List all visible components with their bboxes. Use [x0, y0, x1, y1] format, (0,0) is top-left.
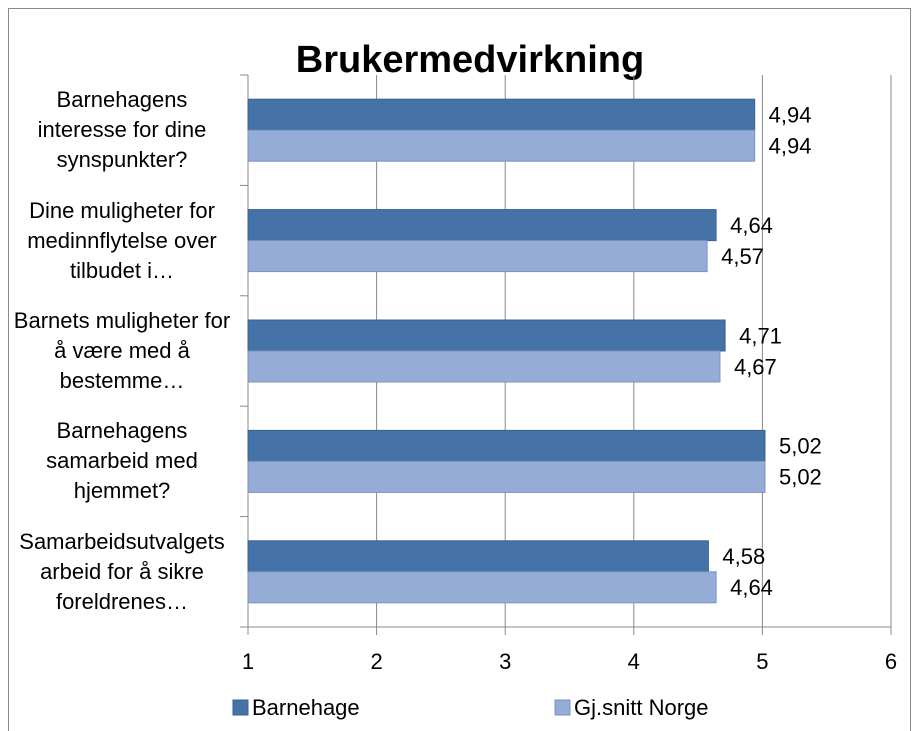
category-label: Dine muligheter for medinnflytelse over … [27, 197, 217, 283]
x-tick-label: 1 [242, 649, 254, 674]
chart-title: Brukermedvirkning [296, 39, 644, 81]
value-label: 4,94 [769, 103, 812, 128]
x-tick-label: 3 [499, 649, 511, 674]
legend-swatch [232, 699, 249, 716]
value-label: 4,94 [769, 134, 812, 159]
category-label: Barnehagens samarbeid med hjemmet? [46, 418, 198, 504]
category-label: Barnehagens interesse for dine synspunkt… [37, 87, 207, 173]
bar [247, 540, 709, 573]
bar [247, 240, 708, 273]
value-label: 4,67 [734, 354, 777, 379]
legend-label: Barnehage [252, 695, 360, 720]
bar [247, 350, 721, 383]
bar [247, 460, 766, 493]
legend-label: Gj.snitt Norge [574, 695, 709, 720]
x-tick-label: 6 [885, 649, 897, 674]
value-label: 4,64 [730, 213, 773, 238]
category-label: Samarbeidsutvalgets arbeid for å sikre f… [19, 528, 225, 614]
x-tick-label: 2 [370, 649, 382, 674]
value-label: 4,58 [722, 544, 765, 569]
legend-swatch [554, 699, 571, 716]
bar [247, 319, 726, 352]
value-label: 4,71 [739, 323, 782, 348]
bar [247, 129, 756, 162]
bar [247, 571, 717, 604]
x-tick-label: 4 [628, 649, 640, 674]
value-label: 5,02 [779, 434, 822, 459]
value-label: 4,64 [730, 575, 773, 600]
bar [247, 209, 717, 242]
value-label: 5,02 [779, 465, 822, 490]
category-label: Barnets muligheter for å være med å best… [13, 308, 231, 393]
x-tick-label: 5 [756, 649, 768, 674]
value-label: 4,57 [721, 244, 764, 269]
bar [247, 429, 766, 462]
bar [247, 98, 756, 131]
